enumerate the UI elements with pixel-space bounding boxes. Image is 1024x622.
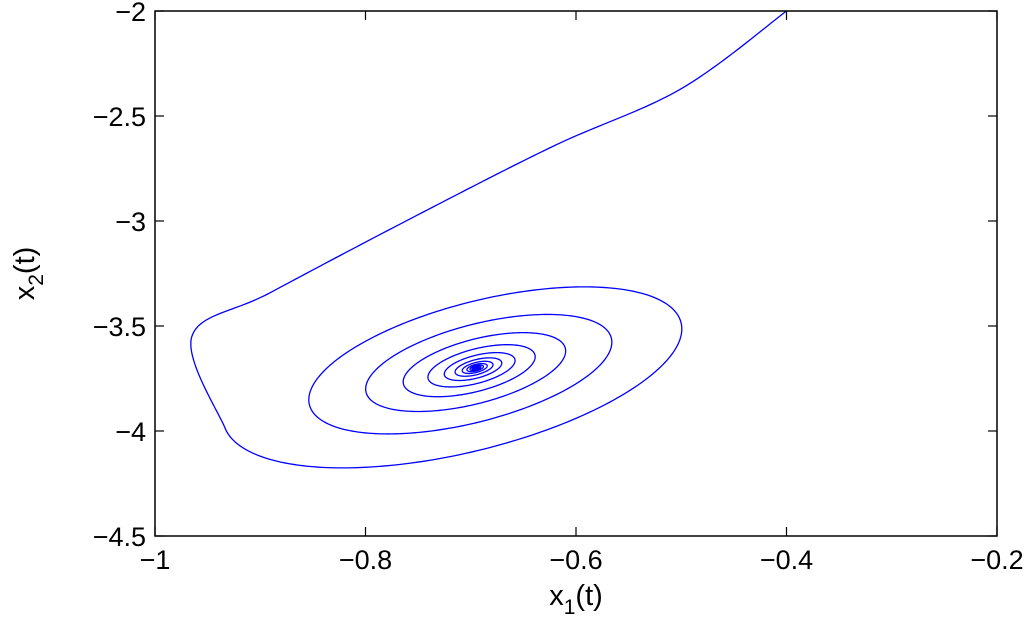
y-tick-label: −4.5 bbox=[93, 522, 146, 552]
y-tick-label: −4 bbox=[115, 417, 146, 447]
x-tick-label: −0.6 bbox=[549, 545, 602, 575]
tick-labels: −1 −0.8 −0.6 −0.4 −0.2 −4.5 −4 −3.5 −3 −2.5 −2 bbox=[93, 0, 1024, 575]
y-tick-label: −3.5 bbox=[93, 312, 146, 342]
axes-box bbox=[154, 10, 998, 537]
y-tick-label: −2.5 bbox=[93, 102, 146, 132]
trajectory-line bbox=[190, 10, 787, 469]
y-tick-label: −2 bbox=[115, 0, 146, 27]
y-tick-label: −3 bbox=[115, 207, 146, 237]
y-axis-label: x2(t) bbox=[9, 247, 48, 301]
x-tick-label: −0.8 bbox=[339, 545, 392, 575]
x-tick-label: −0.2 bbox=[970, 545, 1023, 575]
x-axis-label: x1(t) bbox=[549, 580, 603, 619]
x-tick-label: −1 bbox=[140, 545, 171, 575]
x-tick-label: −0.4 bbox=[760, 545, 813, 575]
